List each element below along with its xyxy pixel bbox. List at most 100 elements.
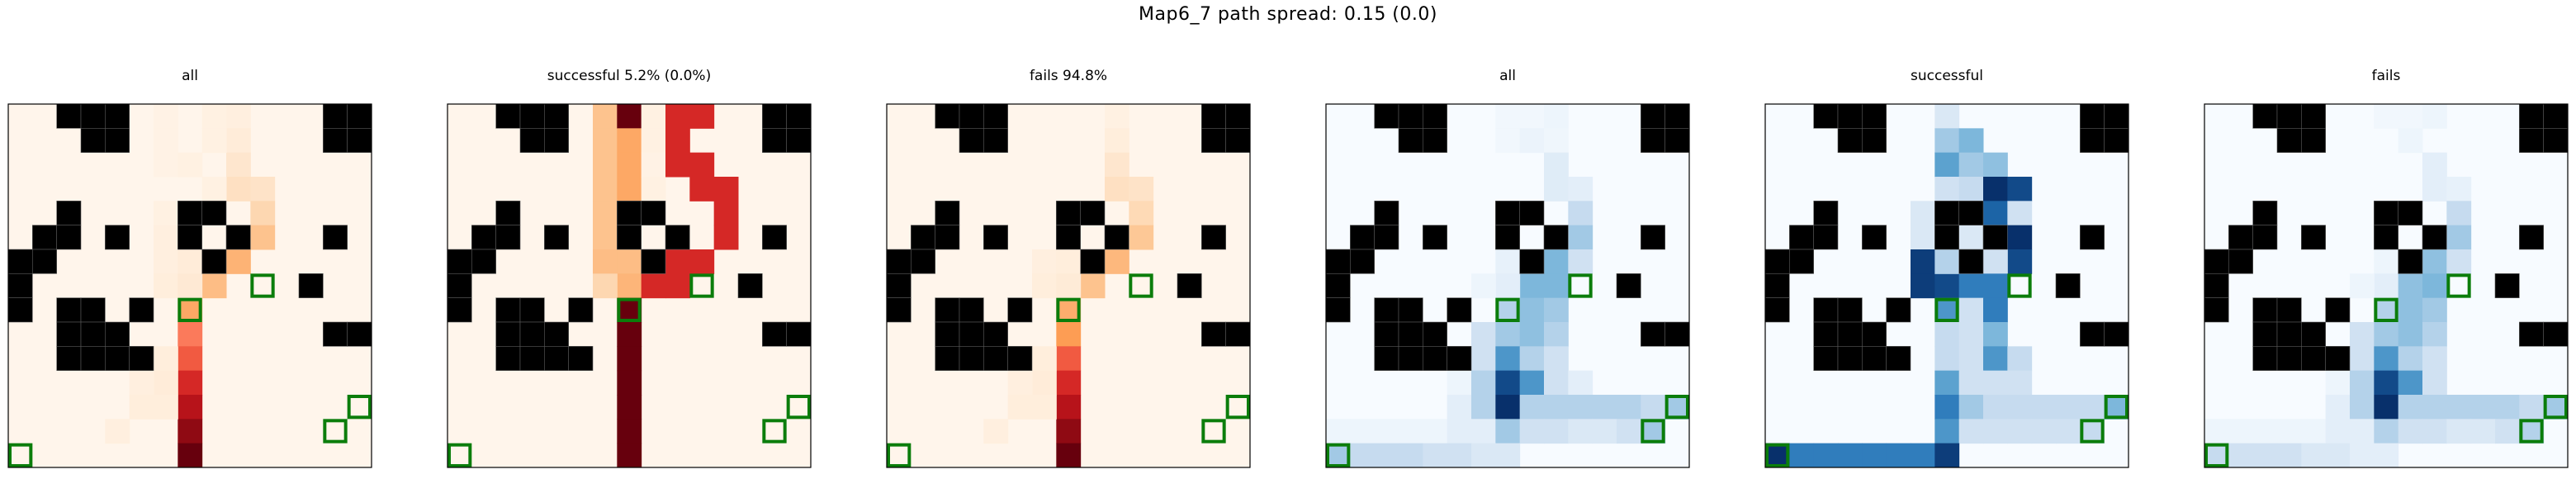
heat-cell	[2350, 443, 2375, 468]
heat-cell	[1934, 346, 1960, 372]
obstacle-cell	[568, 346, 594, 371]
obstacle-cell	[56, 225, 82, 250]
obstacle-cell	[2104, 321, 2129, 347]
heat-cell	[2543, 395, 2569, 420]
obstacle-cell	[1862, 321, 1887, 347]
heat-cell	[1007, 370, 1033, 396]
obstacle-cell	[1350, 225, 1375, 250]
heat-cell	[1983, 370, 2008, 396]
heat-cell	[154, 128, 178, 154]
obstacle-cell	[2276, 103, 2302, 129]
panel-title: successful 5.2% (0.0%)	[547, 68, 711, 84]
obstacle-cell	[1519, 201, 1545, 225]
heat-cell	[1958, 419, 1984, 444]
heat-cell	[2007, 370, 2033, 396]
obstacle-cell	[178, 201, 202, 225]
obstacle-cell	[1764, 297, 1790, 323]
heat-cell	[2277, 419, 2302, 444]
obstacle-cell	[178, 225, 202, 250]
heat-cell	[2277, 443, 2302, 468]
heat-cell	[2422, 297, 2447, 323]
heat-cell	[593, 177, 618, 202]
heat-cell	[1934, 249, 1960, 274]
obstacle-cell	[1398, 103, 1423, 129]
heat-cell	[178, 346, 203, 372]
heat-cell	[1032, 273, 1057, 299]
heat-cell	[1544, 104, 1569, 129]
obstacle-cell	[1374, 225, 1399, 250]
obstacle-cell	[105, 103, 130, 129]
heat-cell	[154, 104, 178, 129]
obstacle-cell	[1225, 103, 1251, 129]
heat-cell	[2301, 443, 2327, 468]
obstacle-cell	[983, 346, 1008, 371]
heat-cell	[2325, 370, 2351, 396]
heat-cell	[1105, 249, 1129, 274]
obstacle-cell	[2204, 249, 2229, 274]
obstacle-cell	[2104, 103, 2129, 129]
obstacle-cell	[1201, 321, 1226, 347]
heat-cell	[2422, 346, 2447, 372]
heat-cell	[2350, 322, 2375, 347]
obstacle-cell	[519, 128, 545, 153]
heat-cell	[1789, 443, 1815, 468]
goal-marker	[2374, 297, 2398, 322]
heat-cell	[1495, 395, 1521, 420]
obstacle-cell	[32, 225, 57, 250]
obstacle-cell	[959, 297, 984, 323]
obstacle-cell	[544, 346, 569, 371]
obstacle-cell	[1080, 249, 1106, 274]
obstacle-cell	[983, 321, 1008, 347]
obstacle-cell	[762, 128, 787, 153]
heat-cell	[1544, 273, 1569, 299]
heatmap-panel-4: successful	[1764, 68, 2129, 468]
heat-cell	[129, 370, 154, 396]
heatmap-panel-2: fails 94.8%	[886, 68, 1251, 468]
obstacle-cell	[495, 225, 521, 250]
heat-cell	[617, 443, 642, 468]
heat-cell	[1471, 419, 1496, 444]
heat-cell	[2374, 297, 2399, 323]
obstacle-cell	[617, 201, 642, 225]
obstacle-cell	[1837, 297, 1863, 323]
heat-cell	[1934, 443, 1960, 468]
heat-cell	[689, 177, 715, 202]
obstacle-cell	[1325, 249, 1351, 274]
heat-cell	[593, 225, 618, 250]
heat-cell	[1568, 370, 1593, 396]
heat-cell	[1958, 225, 1984, 250]
obstacle-cell	[959, 321, 984, 347]
obstacle-cell	[7, 273, 33, 298]
obstacle-cell	[1641, 103, 1665, 129]
obstacle-cell	[2252, 225, 2278, 250]
obstacle-cell	[1201, 103, 1226, 129]
obstacle-cell	[105, 321, 130, 347]
heat-cell	[713, 201, 739, 226]
heat-cell	[1568, 225, 1593, 250]
obstacle-cell	[1423, 128, 1447, 153]
heat-cell	[2374, 322, 2399, 347]
heat-cell	[1568, 201, 1593, 226]
obstacle-cell	[2228, 249, 2253, 274]
heat-cell	[154, 370, 178, 396]
obstacle-cell	[519, 346, 545, 371]
obstacle-cell	[665, 225, 690, 250]
obstacle-cell	[737, 273, 763, 298]
obstacle-cell	[935, 297, 960, 323]
obstacle-cell	[2374, 201, 2398, 225]
goal-marker	[2446, 273, 2471, 298]
heat-cell	[154, 201, 178, 226]
heat-cell	[2056, 395, 2081, 420]
obstacle-cell	[1398, 321, 1423, 347]
heat-cell	[1958, 128, 1984, 154]
heat-cell	[1471, 322, 1496, 347]
obstacle-cell	[201, 249, 227, 274]
heat-cell	[1032, 346, 1057, 372]
heat-cell	[1471, 443, 1496, 468]
heat-cell	[2446, 395, 2472, 420]
heat-cell	[1641, 419, 1666, 444]
heat-cell	[1056, 346, 1082, 372]
heat-cell	[154, 346, 178, 372]
heat-cell	[2350, 370, 2375, 396]
obstacle-cell	[1641, 225, 1665, 250]
